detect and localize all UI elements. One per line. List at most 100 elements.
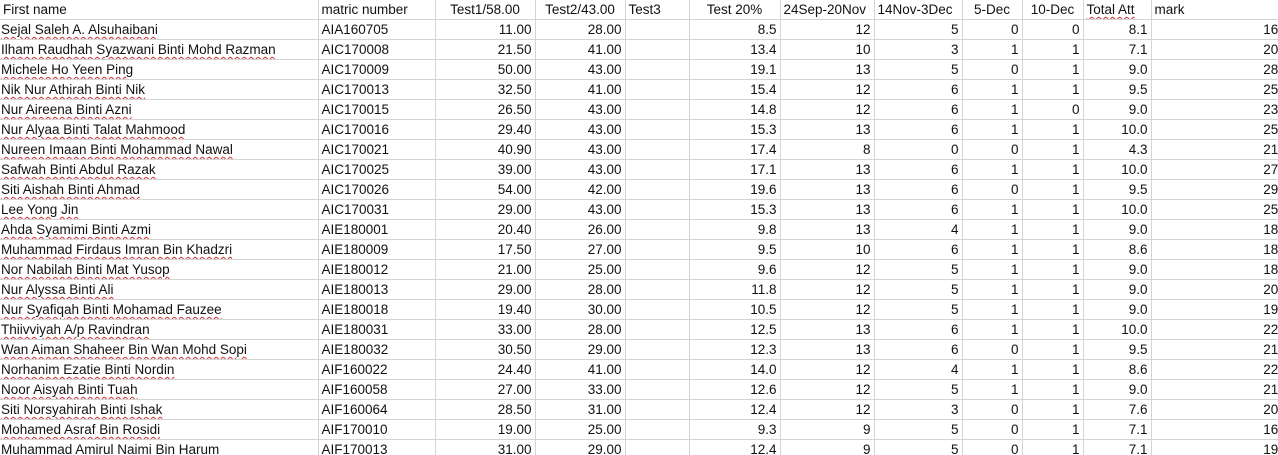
cell-test3[interactable] [625, 299, 690, 320]
cell-name[interactable]: Nur Alyssa Binti Ali [0, 279, 319, 300]
cell-test20[interactable]: 17.4 [689, 139, 781, 160]
cell-matric[interactable]: AIC170025 [318, 159, 436, 180]
cell-att-5-dec[interactable]: 1 [962, 319, 1023, 340]
cell-matric[interactable]: AIE180032 [318, 339, 436, 360]
cell-test3[interactable] [625, 339, 690, 360]
cell-name[interactable]: Michele Ho Yeen Ping [0, 59, 319, 80]
cell-mark[interactable]: 20.8 [1151, 279, 1278, 300]
cell-name[interactable]: Lee Yong Jin [0, 199, 319, 220]
cell-test20[interactable]: 9.6 [689, 259, 781, 280]
cell-total-att[interactable]: 9.0 [1083, 99, 1152, 120]
cell-test1[interactable]: 39.00 [435, 159, 536, 180]
cell-test20[interactable]: 9.3 [689, 419, 781, 440]
cell-att-24sep-20nov[interactable]: 12 [780, 299, 875, 320]
cell-total-att[interactable]: 9.5 [1083, 79, 1152, 100]
header-cell-test2[interactable]: Test2/43.00 [535, 0, 626, 20]
cell-matric[interactable]: AIC170021 [318, 139, 436, 160]
cell-matric[interactable]: AIA160705 [318, 19, 436, 40]
cell-matric[interactable]: AIC170031 [318, 199, 436, 220]
cell-test2[interactable]: 41.00 [535, 39, 626, 60]
cell-test3[interactable] [625, 99, 690, 120]
cell-att-14nov-3dec[interactable]: 6 [874, 239, 963, 260]
cell-test3[interactable] [625, 419, 690, 440]
header-cell-total-att[interactable]: Total Att [1083, 0, 1152, 20]
cell-att-10-dec[interactable]: 1 [1022, 379, 1084, 400]
cell-test3[interactable] [625, 39, 690, 60]
cell-att-5-dec[interactable]: 1 [962, 379, 1023, 400]
cell-total-att[interactable]: 9.5 [1083, 339, 1152, 360]
cell-matric[interactable]: AIE180013 [318, 279, 436, 300]
cell-matric[interactable]: AIC170009 [318, 59, 436, 80]
cell-mark[interactable]: 27.1 [1151, 159, 1278, 180]
cell-att-10-dec[interactable]: 1 [1022, 279, 1084, 300]
cell-att-14nov-3dec[interactable]: 5 [874, 279, 963, 300]
cell-test20[interactable]: 12.4 [689, 399, 781, 420]
cell-test2[interactable]: 43.00 [535, 99, 626, 120]
cell-test20[interactable]: 13.4 [689, 39, 781, 60]
cell-test3[interactable] [625, 379, 690, 400]
cell-total-att[interactable]: 9.0 [1083, 379, 1152, 400]
header-cell-mark[interactable]: mark [1151, 0, 1278, 20]
cell-matric[interactable]: AIE180009 [318, 239, 436, 260]
cell-att-14nov-3dec[interactable]: 6 [874, 339, 963, 360]
cell-name[interactable]: Nik Nur Athirah Binti Nik [0, 79, 319, 100]
cell-att-5-dec[interactable]: 1 [962, 259, 1023, 280]
cell-test2[interactable]: 28.00 [535, 279, 626, 300]
cell-att-24sep-20nov[interactable]: 12 [780, 399, 875, 420]
cell-att-5-dec[interactable]: 0 [962, 419, 1023, 440]
cell-att-24sep-20nov[interactable]: 13 [780, 319, 875, 340]
cell-total-att[interactable]: 10.0 [1083, 319, 1152, 340]
cell-att-24sep-20nov[interactable]: 9 [780, 439, 875, 455]
cell-matric[interactable]: AIC170026 [318, 179, 436, 200]
cell-mark[interactable]: 20.6 [1151, 39, 1278, 60]
cell-att-24sep-20nov[interactable]: 13 [780, 199, 875, 220]
cell-total-att[interactable]: 9.5 [1083, 179, 1152, 200]
header-cell-test3[interactable]: Test3 [625, 0, 690, 20]
cell-name[interactable]: Ilham Raudhah Syazwani Binti Mohd Razman [0, 39, 319, 60]
cell-matric[interactable]: AIC170013 [318, 79, 436, 100]
cell-test20[interactable]: 12.4 [689, 439, 781, 455]
cell-att-10-dec[interactable]: 1 [1022, 39, 1084, 60]
cell-matric[interactable]: AIC170008 [318, 39, 436, 60]
cell-att-10-dec[interactable]: 1 [1022, 179, 1084, 200]
cell-matric[interactable]: AIF160022 [318, 359, 436, 380]
cell-total-att[interactable]: 9.0 [1083, 59, 1152, 80]
header-cell-matric-number[interactable]: matric number [318, 0, 436, 20]
header-cell-14nov-3dec[interactable]: 14Nov-3Dec [874, 0, 963, 20]
cell-test1[interactable]: 17.50 [435, 239, 536, 260]
cell-att-5-dec[interactable]: 1 [962, 119, 1023, 140]
cell-att-24sep-20nov[interactable]: 12 [780, 279, 875, 300]
cell-test3[interactable] [625, 319, 690, 340]
cell-test2[interactable]: 25.00 [535, 419, 626, 440]
cell-total-att[interactable]: 8.1 [1083, 19, 1152, 40]
cell-mark[interactable]: 16.6 [1151, 19, 1278, 40]
cell-test2[interactable]: 42.00 [535, 179, 626, 200]
cell-test1[interactable]: 29.00 [435, 279, 536, 300]
header-cell-test1[interactable]: Test1/58.00 [435, 0, 536, 20]
cell-matric[interactable]: AIF160064 [318, 399, 436, 420]
cell-att-24sep-20nov[interactable]: 13 [780, 339, 875, 360]
cell-att-14nov-3dec[interactable]: 6 [874, 199, 963, 220]
cell-test3[interactable] [625, 239, 690, 260]
cell-att-14nov-3dec[interactable]: 0 [874, 139, 963, 160]
cell-test2[interactable]: 28.00 [535, 319, 626, 340]
cell-mark[interactable]: 25.3 [1151, 199, 1278, 220]
cell-mark[interactable]: 29.1 [1151, 179, 1278, 200]
cell-test20[interactable]: 19.1 [689, 59, 781, 80]
cell-matric[interactable]: AIE180018 [318, 299, 436, 320]
cell-test1[interactable]: 11.00 [435, 19, 536, 40]
cell-total-att[interactable]: 10.0 [1083, 119, 1152, 140]
cell-att-14nov-3dec[interactable]: 4 [874, 219, 963, 240]
cell-att-14nov-3dec[interactable]: 5 [874, 59, 963, 80]
cell-mark[interactable]: 16.4 [1151, 419, 1278, 440]
cell-name[interactable]: Siti Aishah Binti Ahmad [0, 179, 319, 200]
cell-att-10-dec[interactable]: 0 [1022, 19, 1084, 40]
cell-test3[interactable] [625, 79, 690, 100]
cell-att-10-dec[interactable]: 1 [1022, 359, 1084, 380]
cell-test20[interactable]: 15.3 [689, 119, 781, 140]
cell-test20[interactable]: 8.5 [689, 19, 781, 40]
cell-name[interactable]: Nur Alyaa Binti Talat Mahmood [0, 119, 319, 140]
cell-test20[interactable]: 11.8 [689, 279, 781, 300]
cell-total-att[interactable]: 9.0 [1083, 219, 1152, 240]
cell-att-24sep-20nov[interactable]: 12 [780, 19, 875, 40]
